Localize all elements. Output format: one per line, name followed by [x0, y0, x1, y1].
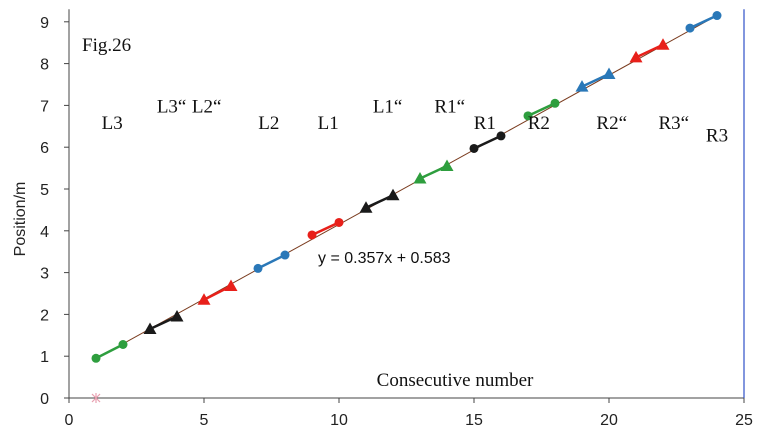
x-tick-label: 20 — [600, 412, 618, 429]
trendline-equation: y = 0.357x + 0.583 — [318, 250, 451, 267]
x-tick-label: 0 — [65, 412, 74, 429]
trendline — [94, 13, 720, 360]
annotation-label: L3 — [102, 113, 123, 134]
data-point — [712, 11, 722, 21]
y-tick-label: 8 — [40, 57, 49, 74]
data-segment — [143, 309, 184, 335]
x-tick-label: 25 — [735, 412, 753, 429]
y-tick-label: 4 — [40, 224, 49, 241]
segment-line — [311, 221, 340, 237]
data-segment — [575, 67, 616, 92]
figure-label: Fig.26 — [82, 35, 131, 56]
annotation-label: L1 — [318, 113, 339, 134]
x-axis-label: Consecutive number — [377, 370, 534, 391]
annotations-group: L3 L3“ L2“ L2 L1 L1“ R1“ R1 R2 R2“ R3“ R3 — [102, 96, 728, 146]
annotation-label: R1 — [474, 113, 496, 134]
data-segment — [253, 250, 290, 273]
y-tick-label: 2 — [40, 307, 49, 324]
annotation-label: R1“ — [434, 96, 465, 117]
y-tick-label: 6 — [40, 140, 49, 157]
y-tick-label: 1 — [40, 349, 49, 366]
data-point — [91, 353, 101, 363]
y-axis-label: Position/m — [12, 182, 29, 257]
data-point — [224, 279, 238, 291]
data-segment — [685, 11, 722, 33]
y-tick-label: 3 — [40, 266, 49, 283]
data-segment — [197, 279, 238, 305]
data-point — [685, 23, 695, 33]
outlier-point — [91, 393, 101, 403]
data-point — [118, 339, 128, 349]
x-tick-label: 5 — [200, 412, 209, 429]
segment-line — [473, 134, 502, 150]
data-point — [334, 217, 344, 227]
annotation-label: R2“ — [596, 113, 627, 134]
segment-line — [527, 102, 556, 117]
annotation-label: R2 — [528, 113, 550, 134]
data-segment — [307, 217, 344, 240]
annotation-label: L2 — [258, 113, 279, 134]
annotation-label: R3 — [706, 126, 728, 147]
x-tick-label: 15 — [465, 412, 483, 429]
y-tick-label: 9 — [40, 15, 49, 32]
segment-line — [257, 253, 286, 270]
x-tick-label: 10 — [330, 412, 348, 429]
annotation-label: L2“ — [192, 96, 222, 117]
data-point — [170, 309, 184, 322]
data-series-group — [91, 11, 722, 403]
annotation-label: L1“ — [373, 96, 403, 117]
data-segment — [469, 131, 506, 153]
data-segment — [629, 38, 670, 63]
data-point — [440, 159, 454, 172]
data-point — [496, 131, 506, 141]
data-point — [280, 250, 290, 260]
data-point — [550, 98, 560, 108]
data-segment — [413, 159, 454, 184]
segment-line — [95, 343, 124, 360]
data-point — [629, 50, 643, 63]
data-point — [307, 230, 317, 240]
y-tick-label: 7 — [40, 98, 49, 115]
data-point — [143, 322, 157, 335]
y-tick-label: 5 — [40, 182, 49, 199]
data-point — [413, 172, 427, 184]
data-point — [386, 188, 400, 201]
data-segment — [91, 339, 128, 363]
annotation-label: R3“ — [658, 113, 689, 134]
data-point — [359, 201, 373, 213]
data-point — [656, 38, 670, 50]
data-segment — [359, 188, 400, 213]
data-segment — [523, 98, 560, 121]
data-point — [253, 263, 263, 273]
data-point — [523, 111, 533, 121]
annotation-label: L3“ — [157, 96, 187, 117]
segment-line — [689, 14, 718, 30]
data-point — [469, 143, 479, 153]
trendline-group — [94, 13, 720, 360]
axes: 0 1 2 3 4 5 6 7 8 9 0 5 10 15 20 25 — [40, 9, 753, 429]
data-point — [197, 293, 211, 305]
y-tick-label: 0 — [40, 391, 49, 408]
data-point — [602, 67, 616, 80]
data-point — [575, 80, 589, 92]
